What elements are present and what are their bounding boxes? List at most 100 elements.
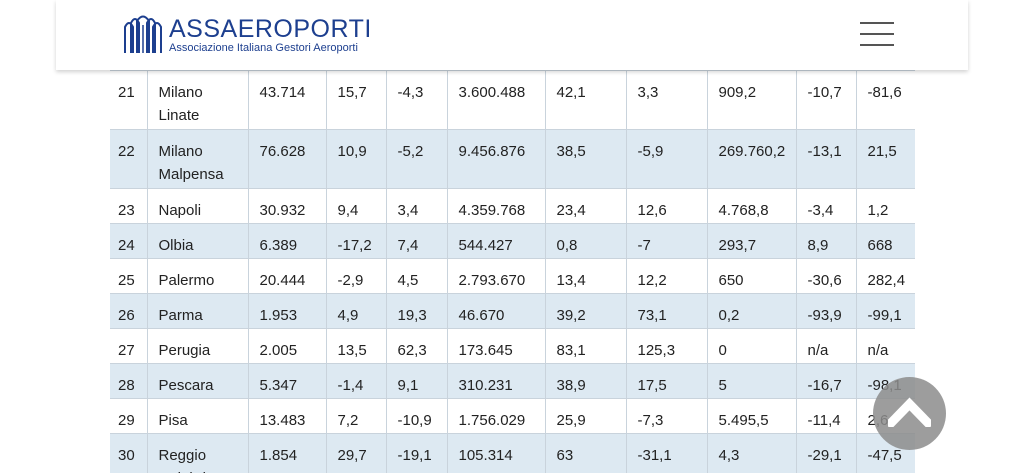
value-cell: -17,2: [325, 223, 386, 259]
rank-cell: 22: [118, 143, 135, 160]
value-cell: 83,1: [544, 328, 626, 364]
value-cell: -7: [625, 223, 707, 259]
value-cell: 544.427: [446, 223, 545, 259]
value-cell: -29,1: [795, 433, 856, 473]
value-cell: 9,1: [385, 363, 447, 399]
menu-bar: [860, 44, 894, 46]
value-cell: 76.628: [247, 129, 326, 189]
table-row: 26 Parma 1.953 4,9 19,3 46.670 39,2 73,1 0,2 -93,…: [110, 293, 915, 329]
airport-name-cell: Napoli: [146, 188, 248, 224]
rank-cell: 26: [118, 307, 135, 324]
airport-stats-table: 21 Milano Linate 43.714 15,7 -4,3 3.600.488 42…: [110, 70, 915, 473]
value-cell: -7,3: [625, 398, 707, 434]
logo-text: ASSAEROPORTI Associazione Italiana Gesto…: [169, 16, 372, 55]
table-row: 29 Pisa 13.483 7,2 -10,9 1.756.029 25,9 -7,3 5.4…: [110, 398, 915, 434]
scroll-to-top-button[interactable]: [873, 377, 946, 450]
value-cell: -93,9: [795, 293, 856, 329]
airport-name-cell: Reggio Calabria: [146, 433, 248, 473]
value-cell: 43.714: [247, 70, 326, 130]
value-cell: 23,4: [544, 188, 626, 224]
value-cell: 310.231: [446, 363, 545, 399]
value-cell: 1.953: [247, 293, 326, 329]
airport-stats-table-wrapper: 21 Milano Linate 43.714 15,7 -4,3 3.600.488 42…: [110, 70, 915, 473]
value-cell: 0,2: [706, 293, 796, 329]
value-cell: 668: [855, 223, 915, 259]
rank-cell: 30: [118, 447, 135, 464]
rank-cell: 25: [118, 272, 135, 289]
value-cell: 21,5: [855, 129, 915, 189]
value-cell: 10,9: [325, 129, 386, 189]
value-cell: 13.483: [247, 398, 326, 434]
value-cell: 6.389: [247, 223, 326, 259]
hamburger-menu-icon[interactable]: [860, 22, 894, 46]
rank-cell: 29: [118, 412, 135, 429]
value-cell: 4.768,8: [706, 188, 796, 224]
value-cell: 0: [706, 328, 796, 364]
value-cell: -10,9: [385, 398, 447, 434]
value-cell: -1,4: [325, 363, 386, 399]
airport-name-cell: Pisa: [146, 398, 248, 434]
airport-name-cell: Parma: [146, 293, 248, 329]
value-cell: 105.314: [446, 433, 545, 473]
value-cell: -2,9: [325, 258, 386, 294]
table-row: 28 Pescara 5.347 -1,4 9,1 310.231 38,9 17,5 5 -16…: [110, 363, 915, 399]
value-cell: 13,5: [325, 328, 386, 364]
table-row: 25 Palermo 20.444 -2,9 4,5 2.793.670 13,4 12,2 6…: [110, 258, 915, 294]
value-cell: -5,9: [625, 129, 707, 189]
value-cell: -3,4: [795, 188, 856, 224]
value-cell: 38,9: [544, 363, 626, 399]
table-row: 22 Milano Malpensa 76.628 10,9 -5,2 9.456.876…: [110, 129, 915, 189]
value-cell: 909,2: [706, 70, 796, 130]
value-cell: 7,2: [325, 398, 386, 434]
value-cell: 39,2: [544, 293, 626, 329]
menu-bar: [860, 22, 894, 24]
table-row: 24 Olbia 6.389 -17,2 7,4 544.427 0,8 -7 293,7 8,9…: [110, 223, 915, 259]
value-cell: 4.359.768: [446, 188, 545, 224]
value-cell: 5.495,5: [706, 398, 796, 434]
value-cell: 3,4: [385, 188, 447, 224]
value-cell: 63: [544, 433, 626, 473]
value-cell: 30.932: [247, 188, 326, 224]
value-cell: 1.854: [247, 433, 326, 473]
value-cell: 4,5: [385, 258, 447, 294]
chevron-up-icon: [888, 397, 931, 427]
value-cell: -5,2: [385, 129, 447, 189]
airport-name-cell: Milano Linate: [146, 70, 248, 130]
value-cell: 12,2: [625, 258, 707, 294]
assaeroporti-logo[interactable]: ASSAEROPORTI Associazione Italiana Gesto…: [121, 12, 372, 58]
table-row: 30 Reggio Calabria1.85429,7-19,1105.31463…: [110, 433, 915, 473]
value-cell: 4,3: [706, 433, 796, 473]
logo-subtitle: Associazione Italiana Gestori Aeroporti: [169, 41, 358, 54]
rank-cell: 21: [118, 84, 135, 101]
value-cell: 269.760,2: [706, 129, 796, 189]
value-cell: 15,7: [325, 70, 386, 130]
value-cell: n/a: [795, 328, 856, 364]
value-cell: 9,4: [325, 188, 386, 224]
value-cell: 0,8: [544, 223, 626, 259]
value-cell: -30,6: [795, 258, 856, 294]
table-row: 21 Milano Linate 43.714 15,7 -4,3 3.600.488 42…: [110, 70, 915, 130]
rank-cell: 24: [118, 237, 135, 254]
value-cell: 8,9: [795, 223, 856, 259]
value-cell: 38,5: [544, 129, 626, 189]
airport-name-cell: Palermo: [146, 258, 248, 294]
site-header: ASSAEROPORTI Associazione Italiana Gesto…: [56, 0, 968, 70]
value-cell: 20.444: [247, 258, 326, 294]
value-cell: 5.347: [247, 363, 326, 399]
rank-cell: 27: [118, 342, 135, 359]
value-cell: 650: [706, 258, 796, 294]
value-cell: 12,6: [625, 188, 707, 224]
value-cell: 42,1: [544, 70, 626, 130]
value-cell: 3,3: [625, 70, 707, 130]
value-cell: 46.670: [446, 293, 545, 329]
value-cell: 13,4: [544, 258, 626, 294]
logo-name: ASSAEROPORTI: [169, 14, 372, 43]
value-cell: 2.005: [247, 328, 326, 364]
table-row: 23 Napoli 30.932 9,4 3,4 4.359.768 23,4 12,6 4.7…: [110, 188, 915, 224]
value-cell: -4,3: [385, 70, 447, 130]
value-cell: 173.645: [446, 328, 545, 364]
value-cell: 73,1: [625, 293, 707, 329]
value-cell: -99,1: [855, 293, 915, 329]
value-cell: 282,4: [855, 258, 915, 294]
